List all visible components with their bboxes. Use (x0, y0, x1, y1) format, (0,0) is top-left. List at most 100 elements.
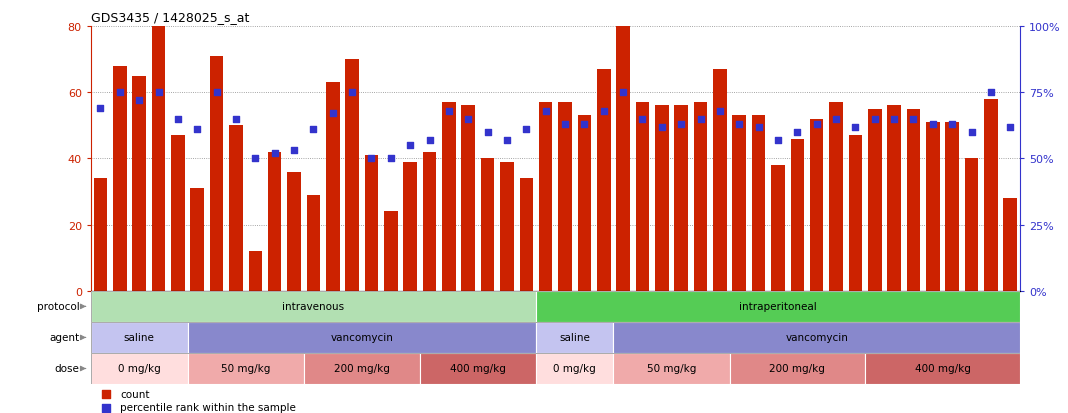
Bar (209, 57, 223, 291)
Point (344, 90, 361, 96)
Bar (190, 189, 204, 291)
Point (866, 116, 883, 123)
Bar (578, 116, 592, 291)
Bar (907, 109, 921, 291)
Bar (865, 353, 1020, 384)
Point (518, 127, 535, 133)
Point (769, 137, 786, 144)
Point (402, 142, 419, 149)
Point (673, 121, 690, 128)
Bar (694, 103, 707, 291)
Point (634, 116, 651, 123)
Text: 50 mg/kg: 50 mg/kg (221, 363, 270, 374)
Text: agent: agent (49, 332, 80, 343)
Point (111, 90, 128, 96)
Bar (613, 322, 1020, 353)
Bar (536, 353, 613, 384)
Point (189, 127, 206, 133)
Point (828, 116, 845, 123)
Point (480, 129, 497, 136)
Point (576, 121, 593, 128)
Bar (113, 66, 127, 291)
Bar (307, 195, 320, 291)
Bar (655, 106, 669, 291)
Bar (188, 353, 303, 384)
Text: 50 mg/kg: 50 mg/kg (647, 363, 696, 374)
Text: intraperitoneal: intraperitoneal (739, 301, 817, 312)
Bar (849, 136, 862, 291)
Point (556, 121, 574, 128)
Point (537, 108, 554, 115)
Legend: count, percentile rank within the sample: count, percentile rank within the sample (96, 389, 296, 412)
Bar (868, 109, 881, 291)
Bar (171, 136, 185, 291)
Point (1002, 124, 1019, 131)
Bar (91, 322, 188, 353)
Point (170, 116, 187, 123)
Text: 400 mg/kg: 400 mg/kg (914, 363, 971, 374)
Point (731, 121, 748, 128)
Point (614, 90, 631, 96)
Point (382, 156, 399, 162)
Bar (423, 152, 437, 291)
Bar (404, 162, 417, 291)
Point (654, 124, 671, 131)
Bar (303, 353, 420, 384)
Bar (729, 353, 865, 384)
Point (208, 90, 225, 96)
Bar (926, 123, 940, 291)
Bar (481, 159, 494, 291)
Point (692, 116, 709, 123)
Point (595, 108, 612, 115)
Bar (771, 166, 785, 291)
Point (847, 124, 864, 131)
Bar (713, 70, 726, 291)
Bar (733, 116, 747, 291)
Point (905, 116, 922, 123)
Bar (1004, 199, 1017, 291)
Bar (536, 291, 1020, 322)
Point (711, 108, 728, 115)
Point (421, 137, 438, 144)
Bar (326, 83, 340, 291)
Bar (674, 106, 688, 291)
Point (227, 116, 245, 123)
Bar (810, 119, 823, 291)
Text: vancomycin: vancomycin (330, 332, 393, 343)
Bar (230, 126, 242, 291)
Bar (536, 322, 613, 353)
Point (130, 97, 147, 104)
Bar (91, 353, 188, 384)
Point (459, 116, 476, 123)
Bar (829, 103, 843, 291)
Bar (91, 291, 536, 322)
Text: 0 mg/kg: 0 mg/kg (117, 363, 160, 374)
Bar (964, 159, 978, 291)
Bar (364, 156, 378, 291)
Point (963, 129, 980, 136)
Point (266, 150, 283, 157)
Text: intravenous: intravenous (282, 301, 345, 312)
Text: GDS3435 / 1428025_s_at: GDS3435 / 1428025_s_at (91, 11, 249, 24)
Text: saline: saline (560, 332, 591, 343)
Bar (461, 106, 475, 291)
Point (247, 156, 264, 162)
Point (808, 121, 826, 128)
Point (944, 121, 961, 128)
Bar (384, 212, 397, 291)
Text: 200 mg/kg: 200 mg/kg (769, 363, 826, 374)
Bar (152, 27, 166, 291)
Bar (616, 20, 630, 291)
Point (150, 90, 167, 96)
Bar (790, 139, 804, 291)
Bar (287, 172, 301, 291)
Point (363, 156, 380, 162)
Point (983, 90, 1000, 96)
Bar (597, 70, 611, 291)
Text: protocol: protocol (37, 301, 80, 312)
Bar (984, 100, 998, 291)
Point (924, 121, 941, 128)
Point (304, 127, 321, 133)
Bar (635, 103, 649, 291)
Bar (420, 353, 536, 384)
